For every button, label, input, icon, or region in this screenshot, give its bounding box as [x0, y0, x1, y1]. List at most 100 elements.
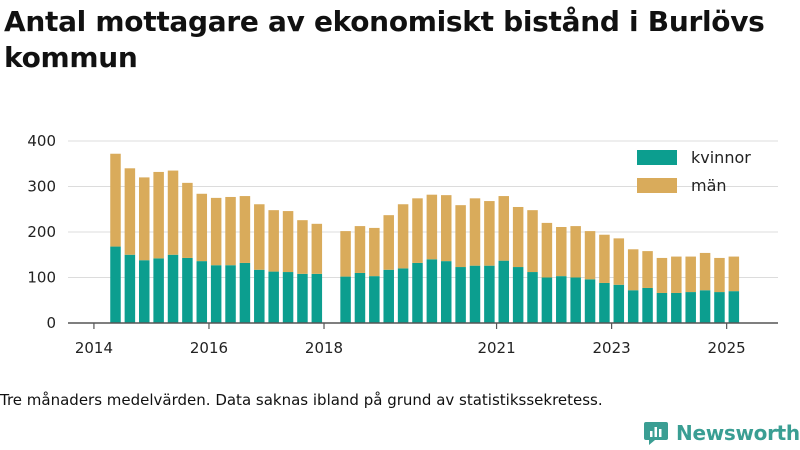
bar-män-2023-Q4 — [656, 257, 668, 293]
bar-kvinnor-2014-Q2 — [110, 246, 121, 323]
bar-män-2021-Q3 — [527, 210, 538, 273]
newsworthy-logo-icon — [644, 422, 668, 445]
bar-kvinnor-2019-Q4 — [426, 259, 438, 323]
chart-caption: Tre månaders medelvärden. Data saknas ib… — [0, 391, 603, 409]
bar-män-2025-Q1 — [728, 256, 740, 292]
y-tick-label: 400 — [27, 132, 56, 150]
bar-kvinnor-2018-Q4 — [369, 276, 380, 323]
bar-kvinnor-2023-Q2 — [627, 290, 639, 323]
bar-kvinnor-2019-Q1 — [383, 269, 394, 323]
bar-män-2020-Q1 — [440, 195, 452, 262]
bar-kvinnor-2023-Q1 — [613, 284, 625, 323]
bar-kvinnor-2022-Q3 — [584, 279, 596, 323]
bar-män-2023-Q2 — [627, 249, 639, 291]
bar-kvinnor-2016-Q3 — [239, 262, 251, 323]
bar-kvinnor-2024-Q2 — [685, 292, 696, 323]
bar-kvinnor-2019-Q2 — [397, 268, 409, 323]
bar-kvinnor-2017-Q4 — [311, 273, 323, 323]
bar-kvinnor-2023-Q4 — [656, 292, 668, 323]
bar-män-2018-Q4 — [369, 227, 380, 277]
x-tick-label: 2021 — [477, 339, 515, 357]
bar-män-2020-Q2 — [455, 205, 466, 268]
bar-män-2014-Q3 — [124, 168, 136, 255]
bar-män-2019-Q4 — [426, 194, 438, 260]
bar-kvinnor-2017-Q2 — [282, 272, 294, 323]
bar-kvinnor-2020-Q4 — [484, 265, 495, 323]
bar-män-2023-Q1 — [613, 238, 625, 285]
bar-kvinnor-2022-Q4 — [599, 282, 610, 323]
bar-kvinnor-2020-Q3 — [469, 265, 481, 323]
bar-män-2022-Q1 — [556, 227, 567, 277]
bar-kvinnor-2022-Q2 — [570, 277, 581, 323]
y-tick-label: 300 — [27, 178, 56, 196]
bar-män-2018-Q2 — [340, 231, 351, 277]
bar-kvinnor-2017-Q3 — [297, 273, 308, 323]
bar-kvinnor-2015-Q2 — [167, 254, 179, 323]
bar-kvinnor-2018-Q2 — [340, 276, 351, 323]
bar-män-2018-Q3 — [354, 226, 366, 273]
bar-män-2015-Q1 — [153, 171, 164, 259]
x-tick-label: 2023 — [593, 339, 631, 357]
bar-män-2021-Q1 — [498, 196, 510, 261]
legend-swatch-män — [637, 178, 677, 193]
bar-män-2024-Q2 — [685, 256, 696, 293]
bar-kvinnor-2024-Q1 — [671, 292, 682, 323]
bar-män-2020-Q4 — [484, 201, 495, 266]
bar-kvinnor-2025-Q1 — [728, 291, 740, 323]
legend-label-män: män — [691, 176, 727, 195]
bar-kvinnor-2024-Q3 — [699, 290, 711, 323]
bar-kvinnor-2014-Q4 — [139, 260, 150, 323]
bar-män-2014-Q4 — [139, 177, 150, 261]
bar-kvinnor-2016-Q1 — [210, 265, 222, 323]
bar-män-2017-Q4 — [311, 223, 323, 274]
axes: 0 100 200 300 400 2014 2016 2018 2021 2023 2025 — [27, 132, 778, 357]
bar-kvinnor-2021-Q4 — [541, 277, 553, 323]
brand[interactable]: Newsworthy — [644, 418, 800, 448]
bar-män-2019-Q1 — [383, 215, 394, 270]
bar-män-2024-Q1 — [671, 256, 682, 293]
bar-kvinnor-2021-Q2 — [512, 267, 524, 323]
x-tick-label: 2018 — [305, 339, 343, 357]
bar-kvinnor-2015-Q4 — [196, 261, 208, 323]
bar-män-2022-Q4 — [599, 234, 610, 283]
bar-kvinnor-2016-Q2 — [225, 265, 236, 323]
bar-kvinnor-2020-Q1 — [440, 261, 452, 323]
bars — [110, 153, 740, 323]
bar-män-2015-Q3 — [182, 182, 193, 258]
bar-män-2015-Q2 — [167, 170, 179, 255]
bar-kvinnor-2018-Q3 — [354, 272, 366, 323]
bar-män-2017-Q2 — [282, 211, 294, 273]
bar-män-2016-Q2 — [225, 196, 236, 266]
bar-kvinnor-2017-Q1 — [268, 271, 279, 323]
bar-män-2021-Q4 — [541, 222, 553, 278]
legend-swatch-kvinnor — [637, 150, 677, 165]
bar-män-2022-Q3 — [584, 231, 596, 280]
bar-män-2014-Q2 — [110, 153, 121, 247]
legend: kvinnor män — [637, 148, 751, 195]
bar-kvinnor-2020-Q2 — [455, 267, 466, 323]
bar-män-2017-Q1 — [268, 210, 279, 272]
bar-kvinnor-2015-Q3 — [182, 257, 193, 323]
bar-män-2019-Q2 — [397, 204, 409, 269]
chart-title: Antal mottagare av ekonomiskt bistånd i … — [4, 5, 765, 74]
bar-män-2024-Q3 — [699, 252, 711, 291]
bar-män-2016-Q4 — [254, 204, 265, 270]
bar-kvinnor-2019-Q3 — [412, 262, 423, 323]
bar-män-2015-Q4 — [196, 193, 208, 262]
x-tick-label: 2025 — [708, 339, 746, 357]
bar-kvinnor-2022-Q1 — [556, 276, 567, 323]
bar-kvinnor-2021-Q3 — [527, 272, 538, 323]
bar-män-2017-Q3 — [297, 220, 308, 274]
bar-kvinnor-2021-Q1 — [498, 260, 510, 323]
legend-label-kvinnor: kvinnor — [691, 148, 751, 167]
x-tick-label: 2016 — [190, 339, 228, 357]
bar-män-2024-Q4 — [714, 257, 725, 293]
bar-män-2022-Q2 — [570, 226, 581, 278]
y-tick-label: 100 — [27, 269, 56, 287]
bar-kvinnor-2016-Q4 — [254, 269, 265, 323]
bar-män-2019-Q3 — [412, 198, 423, 263]
bar-kvinnor-2023-Q3 — [642, 287, 653, 323]
brand-name: Newsworthy — [676, 421, 800, 445]
y-tick-label: 200 — [27, 223, 56, 241]
